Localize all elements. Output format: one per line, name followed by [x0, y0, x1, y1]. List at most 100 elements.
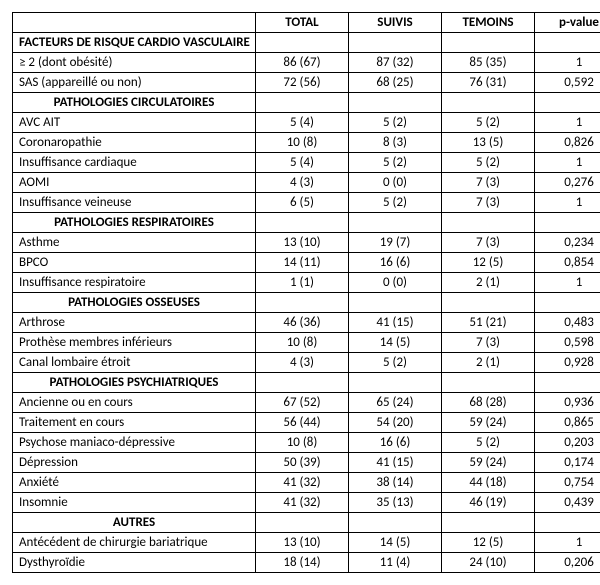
- table-row: AOMI4 (3)0 (0)7 (3)0,276: [13, 173, 600, 193]
- cell-suivis: 14 (5): [349, 333, 442, 353]
- cell-suivis: 0 (0): [349, 173, 442, 193]
- cell-suivis: 19 (7): [349, 233, 442, 253]
- section-empty-cell: [535, 213, 600, 233]
- cell-pvalue: 0,936: [535, 393, 600, 413]
- section-empty-cell: [349, 33, 442, 53]
- cell-pvalue: 0,234: [535, 233, 600, 253]
- cell-total: 72 (56): [256, 73, 349, 93]
- cell-total: 10 (8): [256, 133, 349, 153]
- section-empty-cell: [442, 213, 535, 233]
- cell-suivis: 41 (15): [349, 313, 442, 333]
- row-label: Anxiété: [13, 473, 256, 493]
- table-row: Dysthyroïdie18 (14)11 (4)24 (10)0,206: [13, 553, 600, 573]
- cell-temoins: 7 (3): [442, 193, 535, 213]
- cell-pvalue: 0,483: [535, 313, 600, 333]
- cell-total: 4 (3): [256, 353, 349, 373]
- section-empty-cell: [256, 373, 349, 393]
- cell-temoins: 2 (1): [442, 353, 535, 373]
- row-label: Insuffisance cardiaque: [13, 153, 256, 173]
- cell-total: 41 (32): [256, 493, 349, 513]
- cell-temoins: 7 (3): [442, 233, 535, 253]
- cell-pvalue: 0,592: [535, 73, 600, 93]
- cell-suivis: 68 (25): [349, 73, 442, 93]
- cell-total: 10 (8): [256, 433, 349, 453]
- cell-total: 50 (39): [256, 453, 349, 473]
- section-empty-cell: [349, 373, 442, 393]
- section-header-row: PATHOLOGIES RESPIRATOIRES: [13, 213, 600, 233]
- cell-temoins: 68 (28): [442, 393, 535, 413]
- row-label: Psychose maniaco-dépressive: [13, 433, 256, 453]
- cell-temoins: 51 (21): [442, 313, 535, 333]
- table-row: Insomnie41 (32)35 (13)46 (19)0,439: [13, 493, 600, 513]
- table-row: BPCO14 (11)16 (6)12 (5)0,854: [13, 253, 600, 273]
- cell-suivis: 5 (2): [349, 193, 442, 213]
- cell-temoins: 5 (2): [442, 153, 535, 173]
- section-empty-cell: [535, 93, 600, 113]
- cell-temoins: 24 (10): [442, 553, 535, 573]
- table-row: Antécédent de chirurgie bariatrique13 (1…: [13, 533, 600, 553]
- row-label: Canal lombaire étroit: [13, 353, 256, 373]
- cell-temoins: 44 (18): [442, 473, 535, 493]
- section-empty-cell: [256, 213, 349, 233]
- row-label: Ancienne ou en cours: [13, 393, 256, 413]
- table-row: Arthrose46 (36)41 (15)51 (21)0,483: [13, 313, 600, 333]
- section-title: PATHOLOGIES RESPIRATOIRES: [13, 213, 256, 233]
- section-empty-cell: [256, 33, 349, 53]
- table-row: Canal lombaire étroit4 (3)5 (2)2 (1)0,92…: [13, 353, 600, 373]
- cell-suivis: 8 (3): [349, 133, 442, 153]
- section-title: FACTEURS DE RISQUE CARDIO VASCULAIRE: [13, 33, 256, 53]
- cell-pvalue: 0,206: [535, 553, 600, 573]
- section-header-row: PATHOLOGIES PSYCHIATRIQUES: [13, 373, 600, 393]
- cell-suivis: 87 (32): [349, 53, 442, 73]
- section-title: PATHOLOGIES OSSEUSES: [13, 293, 256, 313]
- section-empty-cell: [535, 293, 600, 313]
- row-label: Antécédent de chirurgie bariatrique: [13, 533, 256, 553]
- table-row: Insuffisance respiratoire1 (1)0 (0)2 (1)…: [13, 273, 600, 293]
- cell-total: 46 (36): [256, 313, 349, 333]
- cell-suivis: 65 (24): [349, 393, 442, 413]
- cell-pvalue: 0,598: [535, 333, 600, 353]
- row-label: Dysthyroïdie: [13, 553, 256, 573]
- cell-pvalue: 0,854: [535, 253, 600, 273]
- table-row: Insuffisance cardiaque5 (4)5 (2)5 (2)1: [13, 153, 600, 173]
- cell-suivis: 35 (13): [349, 493, 442, 513]
- cell-suivis: 5 (2): [349, 353, 442, 373]
- row-label: BPCO: [13, 253, 256, 273]
- cell-suivis: 16 (6): [349, 433, 442, 453]
- section-empty-cell: [535, 373, 600, 393]
- section-title: PATHOLOGIES PSYCHIATRIQUES: [13, 373, 256, 393]
- row-label: ≥ 2 (dont obésité): [13, 53, 256, 73]
- cell-temoins: 12 (5): [442, 253, 535, 273]
- row-label: Asthme: [13, 233, 256, 253]
- cell-temoins: 59 (24): [442, 413, 535, 433]
- cell-pvalue: 1: [535, 153, 600, 173]
- cell-pvalue: 1: [535, 273, 600, 293]
- cell-temoins: 5 (2): [442, 433, 535, 453]
- section-header-row: PATHOLOGIES CIRCULATOIRES: [13, 93, 600, 113]
- cell-total: 1 (1): [256, 273, 349, 293]
- table-row: Prothèse membres inférieurs10 (8)14 (5)7…: [13, 333, 600, 353]
- cell-pvalue: 1: [535, 53, 600, 73]
- cell-temoins: 2 (1): [442, 273, 535, 293]
- row-label: Arthrose: [13, 313, 256, 333]
- header-total: TOTAL: [256, 13, 349, 33]
- cell-suivis: 0 (0): [349, 273, 442, 293]
- section-empty-cell: [442, 93, 535, 113]
- header-temoins: TEMOINS: [442, 13, 535, 33]
- table-row: Dépression50 (39)41 (15)59 (24)0,174: [13, 453, 600, 473]
- table-row: Traitement en cours56 (44)54 (20)59 (24)…: [13, 413, 600, 433]
- cell-suivis: 38 (14): [349, 473, 442, 493]
- table-row: Coronaropathie10 (8)8 (3)13 (5)0,826: [13, 133, 600, 153]
- cell-pvalue: 0,754: [535, 473, 600, 493]
- cell-pvalue: 0,439: [535, 493, 600, 513]
- section-empty-cell: [256, 293, 349, 313]
- row-label: AOMI: [13, 173, 256, 193]
- row-label: Insuffisance respiratoire: [13, 273, 256, 293]
- section-empty-cell: [349, 213, 442, 233]
- section-header-row: FACTEURS DE RISQUE CARDIO VASCULAIRE: [13, 33, 600, 53]
- cell-total: 13 (10): [256, 233, 349, 253]
- section-empty-cell: [442, 293, 535, 313]
- header-suivis: SUIVIS: [349, 13, 442, 33]
- cell-suivis: 14 (5): [349, 533, 442, 553]
- row-label: Coronaropathie: [13, 133, 256, 153]
